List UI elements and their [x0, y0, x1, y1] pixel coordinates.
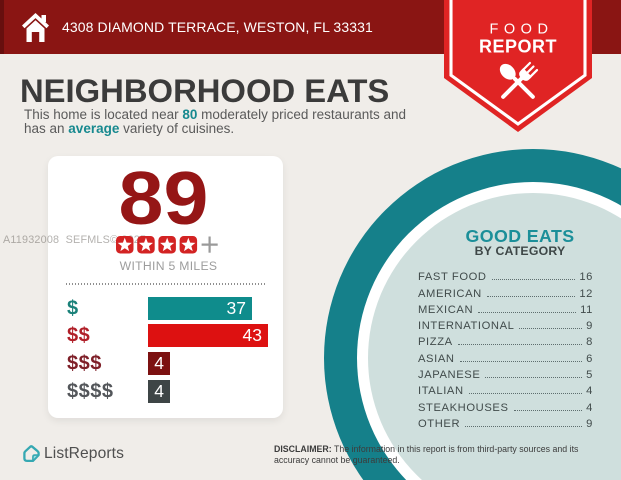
svg-text:REPORT: REPORT — [479, 37, 557, 57]
svg-text:FOOD: FOOD — [490, 22, 554, 38]
